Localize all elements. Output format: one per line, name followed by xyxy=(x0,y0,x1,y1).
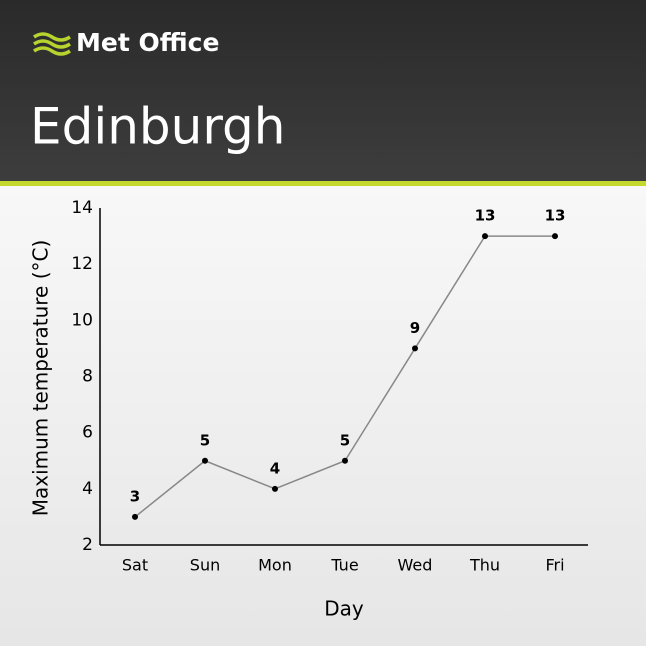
y-axis-label: Maximum temperature (°C) xyxy=(29,240,53,517)
y-tick-label: 8 xyxy=(82,367,93,387)
data-label: 13 xyxy=(545,207,566,225)
y-tick-label: 2 xyxy=(82,535,93,555)
point xyxy=(202,457,208,464)
point xyxy=(342,457,348,464)
data-label: 3 xyxy=(130,487,140,505)
point xyxy=(412,345,418,352)
x-axis-label: Day xyxy=(324,597,364,621)
x-tick-label: Thu xyxy=(469,556,500,575)
data-label: 5 xyxy=(200,431,210,449)
x-tick-label: Wed xyxy=(398,556,433,575)
point xyxy=(552,233,558,240)
point xyxy=(132,513,138,520)
data-label: 4 xyxy=(270,459,280,477)
data-label: 9 xyxy=(410,319,420,337)
x-tick-label: Sat xyxy=(122,556,148,575)
point xyxy=(482,233,488,240)
y-tick-label: 14 xyxy=(71,198,93,218)
logo-icon xyxy=(33,32,71,56)
y-tick-label: 4 xyxy=(82,479,93,499)
chart-title: Edinburgh xyxy=(30,98,285,156)
brand: Met Office xyxy=(76,28,219,57)
x-tick-label: Tue xyxy=(330,556,358,575)
point xyxy=(272,485,278,492)
data-label: 13 xyxy=(475,207,496,225)
y-tick-label: 10 xyxy=(71,310,93,330)
x-tick-label: Sun xyxy=(190,556,220,575)
y-tick-label: 6 xyxy=(82,423,93,443)
y-tick-label: 12 xyxy=(71,254,93,274)
header-rule xyxy=(0,181,646,186)
data-label: 5 xyxy=(340,431,350,449)
x-tick-label: Fri xyxy=(545,556,564,575)
x-tick-label: Mon xyxy=(258,556,292,575)
header xyxy=(0,0,646,181)
